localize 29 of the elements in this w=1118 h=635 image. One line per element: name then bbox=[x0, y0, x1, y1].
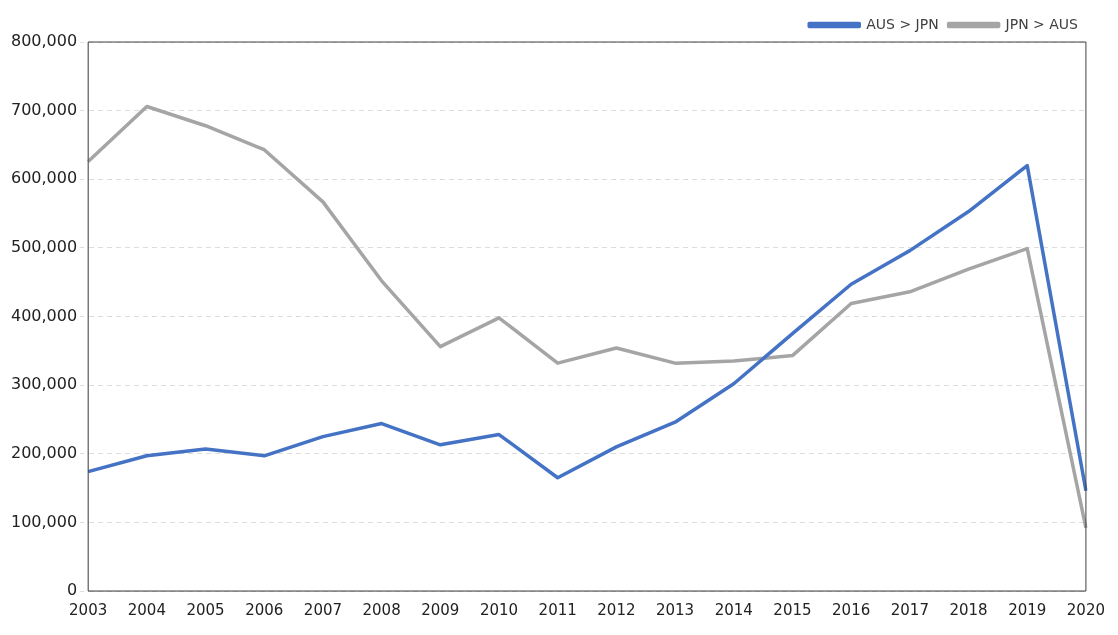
y-tick-label: 600,000 bbox=[10, 168, 78, 188]
x-tick-label: 2003 bbox=[69, 600, 108, 619]
x-tick-label: 2016 bbox=[832, 600, 871, 619]
y-tick-label: 700,000 bbox=[10, 99, 78, 119]
x-tick-label: 2005 bbox=[186, 600, 225, 619]
y-tick-label: 0 bbox=[66, 580, 78, 600]
x-tick-label: 2008 bbox=[362, 600, 401, 619]
x-tick-label: 2004 bbox=[127, 600, 166, 619]
x-tick-label: 2019 bbox=[1008, 600, 1047, 619]
x-tick-label: 2006 bbox=[245, 600, 284, 619]
x-tick-label: 2017 bbox=[890, 600, 929, 619]
x-tick-label: 2014 bbox=[714, 600, 753, 619]
x-tick-label: 2015 bbox=[773, 600, 812, 619]
y-tick-label: 100,000 bbox=[10, 511, 78, 531]
x-tick-label: 2007 bbox=[303, 600, 343, 619]
x-tick-label: 2011 bbox=[538, 600, 577, 619]
y-tick-label: 300,000 bbox=[10, 374, 78, 394]
y-tick-label: 200,000 bbox=[10, 442, 78, 462]
x-tick-label: 2010 bbox=[479, 600, 519, 619]
legend-label: AUS > JPN bbox=[866, 15, 939, 32]
x-tick-label: 2013 bbox=[655, 600, 695, 619]
legend-label: JPN > AUS bbox=[1004, 15, 1079, 32]
x-tick-label: 2018 bbox=[949, 600, 988, 619]
x-tick-label: 2020 bbox=[1066, 600, 1106, 619]
x-tick-label: 2009 bbox=[421, 600, 460, 619]
y-tick-label: 800,000 bbox=[10, 31, 78, 51]
y-tick-label: 400,000 bbox=[10, 305, 78, 325]
y-tick-label: 500,000 bbox=[10, 237, 78, 257]
x-tick-label: 2012 bbox=[597, 600, 636, 619]
